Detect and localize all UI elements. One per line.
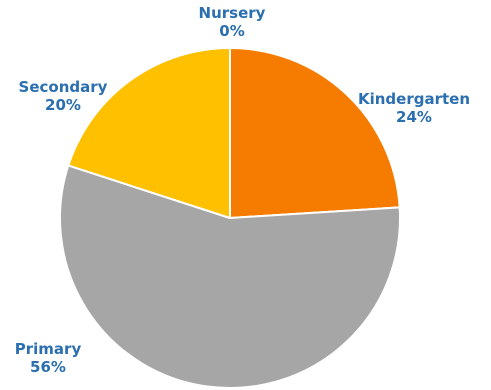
pie-label-secondary: Secondary 20% [19, 78, 108, 114]
pie-label-nursery: Nursery 0% [199, 4, 266, 40]
slice-name-secondary: Secondary [18, 78, 108, 96]
pie-label-kindergarten: Kindergarten 24% [358, 90, 470, 126]
slice-percent-kindergarten: 24% [396, 108, 432, 126]
slice-percent-primary: 56% [30, 358, 66, 376]
slice-percent-nursery: 0% [219, 22, 245, 40]
pie-slice-secondary [67, 47, 231, 219]
slice-name-primary: Primary [14, 340, 82, 358]
slice-name-nursery: Nursery [198, 4, 266, 22]
slice-percent-secondary: 20% [45, 96, 81, 114]
pie-slice-primary [58, 164, 401, 390]
pie-slice-kindergarten [229, 47, 401, 219]
pie-label-primary: Primary 56% [15, 340, 81, 376]
slice-name-kindergarten: Kindergarten [357, 90, 471, 108]
